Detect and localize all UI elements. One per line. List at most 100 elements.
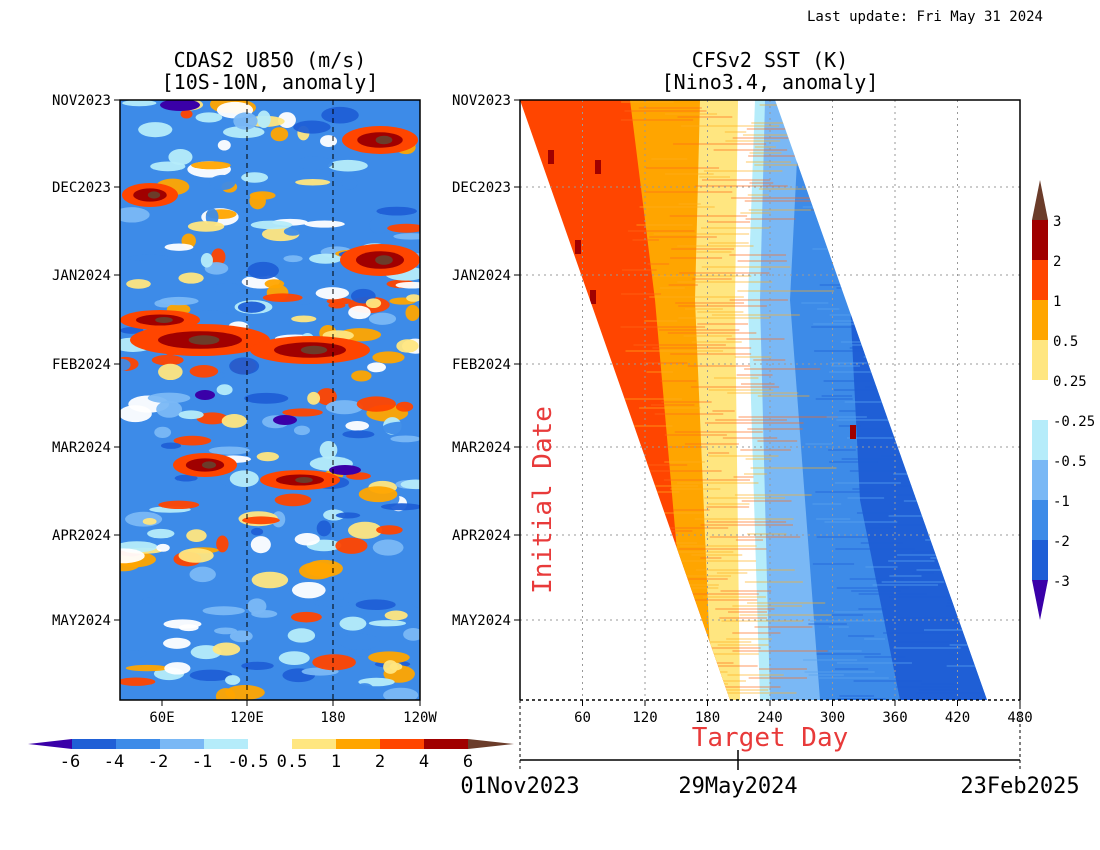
u850-anomaly-patch (242, 516, 280, 525)
u850-anomaly-patch (283, 227, 302, 236)
u850-anomaly-patch (178, 410, 204, 420)
sst-colorbar-label: -0.25 (1053, 414, 1095, 430)
sst-colorbar-swatch (1032, 380, 1048, 420)
u850-anomaly-patch (376, 525, 403, 535)
u850-westerly-peak (375, 135, 393, 145)
sst-strong-anomaly (595, 160, 601, 174)
sst-colorbar-max-arrow (1032, 180, 1048, 220)
u850-colorbar-label: -4 (104, 752, 124, 772)
u850-anomaly-patch (142, 518, 157, 525)
u850-x-axis: 60E 120E 180 120W (149, 700, 437, 726)
sst-colorbar-swatch (1032, 540, 1048, 580)
u850-anomaly-patch (368, 620, 407, 627)
u850-colorbar-swatch (248, 739, 292, 749)
u850-y-tick-label: JAN2024 (52, 268, 111, 284)
u850-anomaly-patch (250, 536, 271, 554)
u850-anomaly-patch (178, 548, 214, 563)
sst-colorbar-label: 1 (1053, 294, 1061, 310)
u850-anomaly-patch (316, 388, 337, 406)
u850-anomaly-patch (355, 599, 396, 611)
u850-anomaly-patch (358, 486, 398, 503)
u850-anomaly-patch (229, 357, 260, 375)
u850-anomaly-patch (290, 611, 322, 623)
u850-anomaly-patch (305, 559, 343, 578)
u850-anomaly-patch (376, 206, 417, 216)
sst-x-tick-label: 180 (695, 710, 720, 726)
u850-colorbar-swatch (424, 739, 468, 749)
last-update-label: Last update: Fri May 31 2024 (807, 9, 1043, 25)
sst-ylabel: Initial Date (528, 406, 558, 594)
u850-anomaly-patch (355, 683, 374, 696)
u850-anomaly-patch (159, 296, 199, 306)
u850-anomaly-patch (296, 156, 333, 170)
u850-title-line1: CDAS2 U850 (m/s) (174, 48, 367, 72)
u850-title-line2: [10S-10N, anomaly] (162, 70, 379, 94)
sst-colorbar-swatch (1032, 260, 1048, 300)
u850-anomaly-patch (189, 566, 216, 583)
u850-anomaly-patch (287, 628, 316, 643)
u850-anomaly-patch (216, 384, 233, 396)
u850-anomaly-patch (247, 261, 279, 280)
u850-anomaly-patch (315, 287, 350, 300)
u850-colorbar-label: 2 (375, 752, 385, 772)
u850-colorbar-label: 4 (419, 752, 429, 772)
u850-anomaly-patch (345, 421, 370, 431)
u850-anomaly-patch (200, 252, 213, 268)
u850-y-tick-label: FEB2024 (52, 357, 111, 373)
sst-y-tick-label: MAY2024 (452, 613, 511, 629)
u850-anomaly-patch (212, 642, 241, 656)
u850-anomaly-patch (278, 651, 310, 666)
sst-strong-anomaly (575, 240, 581, 254)
u850-x-tick-label: 120E (230, 710, 264, 726)
sst-y-tick-label: MAR2024 (452, 440, 511, 456)
u850-anomaly-patch (241, 172, 269, 183)
u850-anomaly-patch (367, 362, 386, 373)
u850-anomaly-patch (312, 654, 356, 671)
u850-anomaly-patch (325, 400, 363, 415)
u850-colorbar-min-arrow (28, 739, 72, 749)
sst-colorbar-label: 2 (1053, 254, 1061, 270)
u850-anomaly-patch (291, 581, 326, 599)
target-date-label: 29May2024 (678, 774, 797, 799)
u850-y-tick-label: NOV2023 (52, 93, 111, 109)
u850-anomaly-patch (395, 401, 414, 412)
u850-anomaly-patch (256, 451, 279, 462)
u850-anomaly-patch (189, 364, 219, 378)
u850-anomaly-patch (291, 315, 317, 323)
u850-easterly-core (329, 465, 361, 475)
u850-anomaly-patch (142, 597, 156, 604)
u850-anomaly-patch (343, 592, 368, 604)
u850-anomaly-patch (233, 112, 258, 130)
u850-anomaly-patch (381, 421, 420, 436)
u850-anomaly-patch (126, 279, 151, 289)
u850-anomaly-patch (339, 633, 380, 650)
u850-easterly-core (160, 100, 200, 111)
u850-anomaly-patch (187, 221, 225, 232)
u850-anomaly-patch (250, 220, 293, 230)
u850-anomaly-patch (321, 106, 359, 124)
u850-anomaly-patch (293, 425, 310, 436)
u850-colorbar-label: 1 (331, 752, 341, 772)
u850-anomaly-patch (211, 248, 226, 266)
u850-anomaly-patch (125, 664, 169, 672)
sst-strong-anomaly (590, 290, 596, 304)
u850-anomaly-patch (164, 662, 191, 675)
u850-anomaly-patch (327, 159, 368, 172)
sst-colorbar-min-arrow (1032, 580, 1048, 620)
u850-anomaly-patch (282, 408, 323, 417)
u850-anomaly-patch (396, 339, 419, 353)
u850-anomaly-patch (372, 539, 404, 556)
u850-anomaly-patch (128, 254, 171, 261)
u850-anomaly-patch (307, 391, 321, 405)
u850-anomaly-patch (335, 537, 368, 554)
u850-anomaly-patch (339, 616, 367, 631)
u850-anomaly-patch (368, 651, 410, 664)
sst-heatmap (520, 100, 987, 700)
u850-anomaly-patch (209, 174, 236, 191)
u850-colorbar-swatch (292, 739, 336, 749)
u850-y-tick-label: MAR2024 (52, 440, 111, 456)
u850-anomaly-patch (323, 509, 345, 521)
u850-anomaly-patch (120, 326, 144, 334)
u850-anomaly-patch (225, 675, 241, 685)
sst-x-tick-label: 240 (757, 710, 782, 726)
